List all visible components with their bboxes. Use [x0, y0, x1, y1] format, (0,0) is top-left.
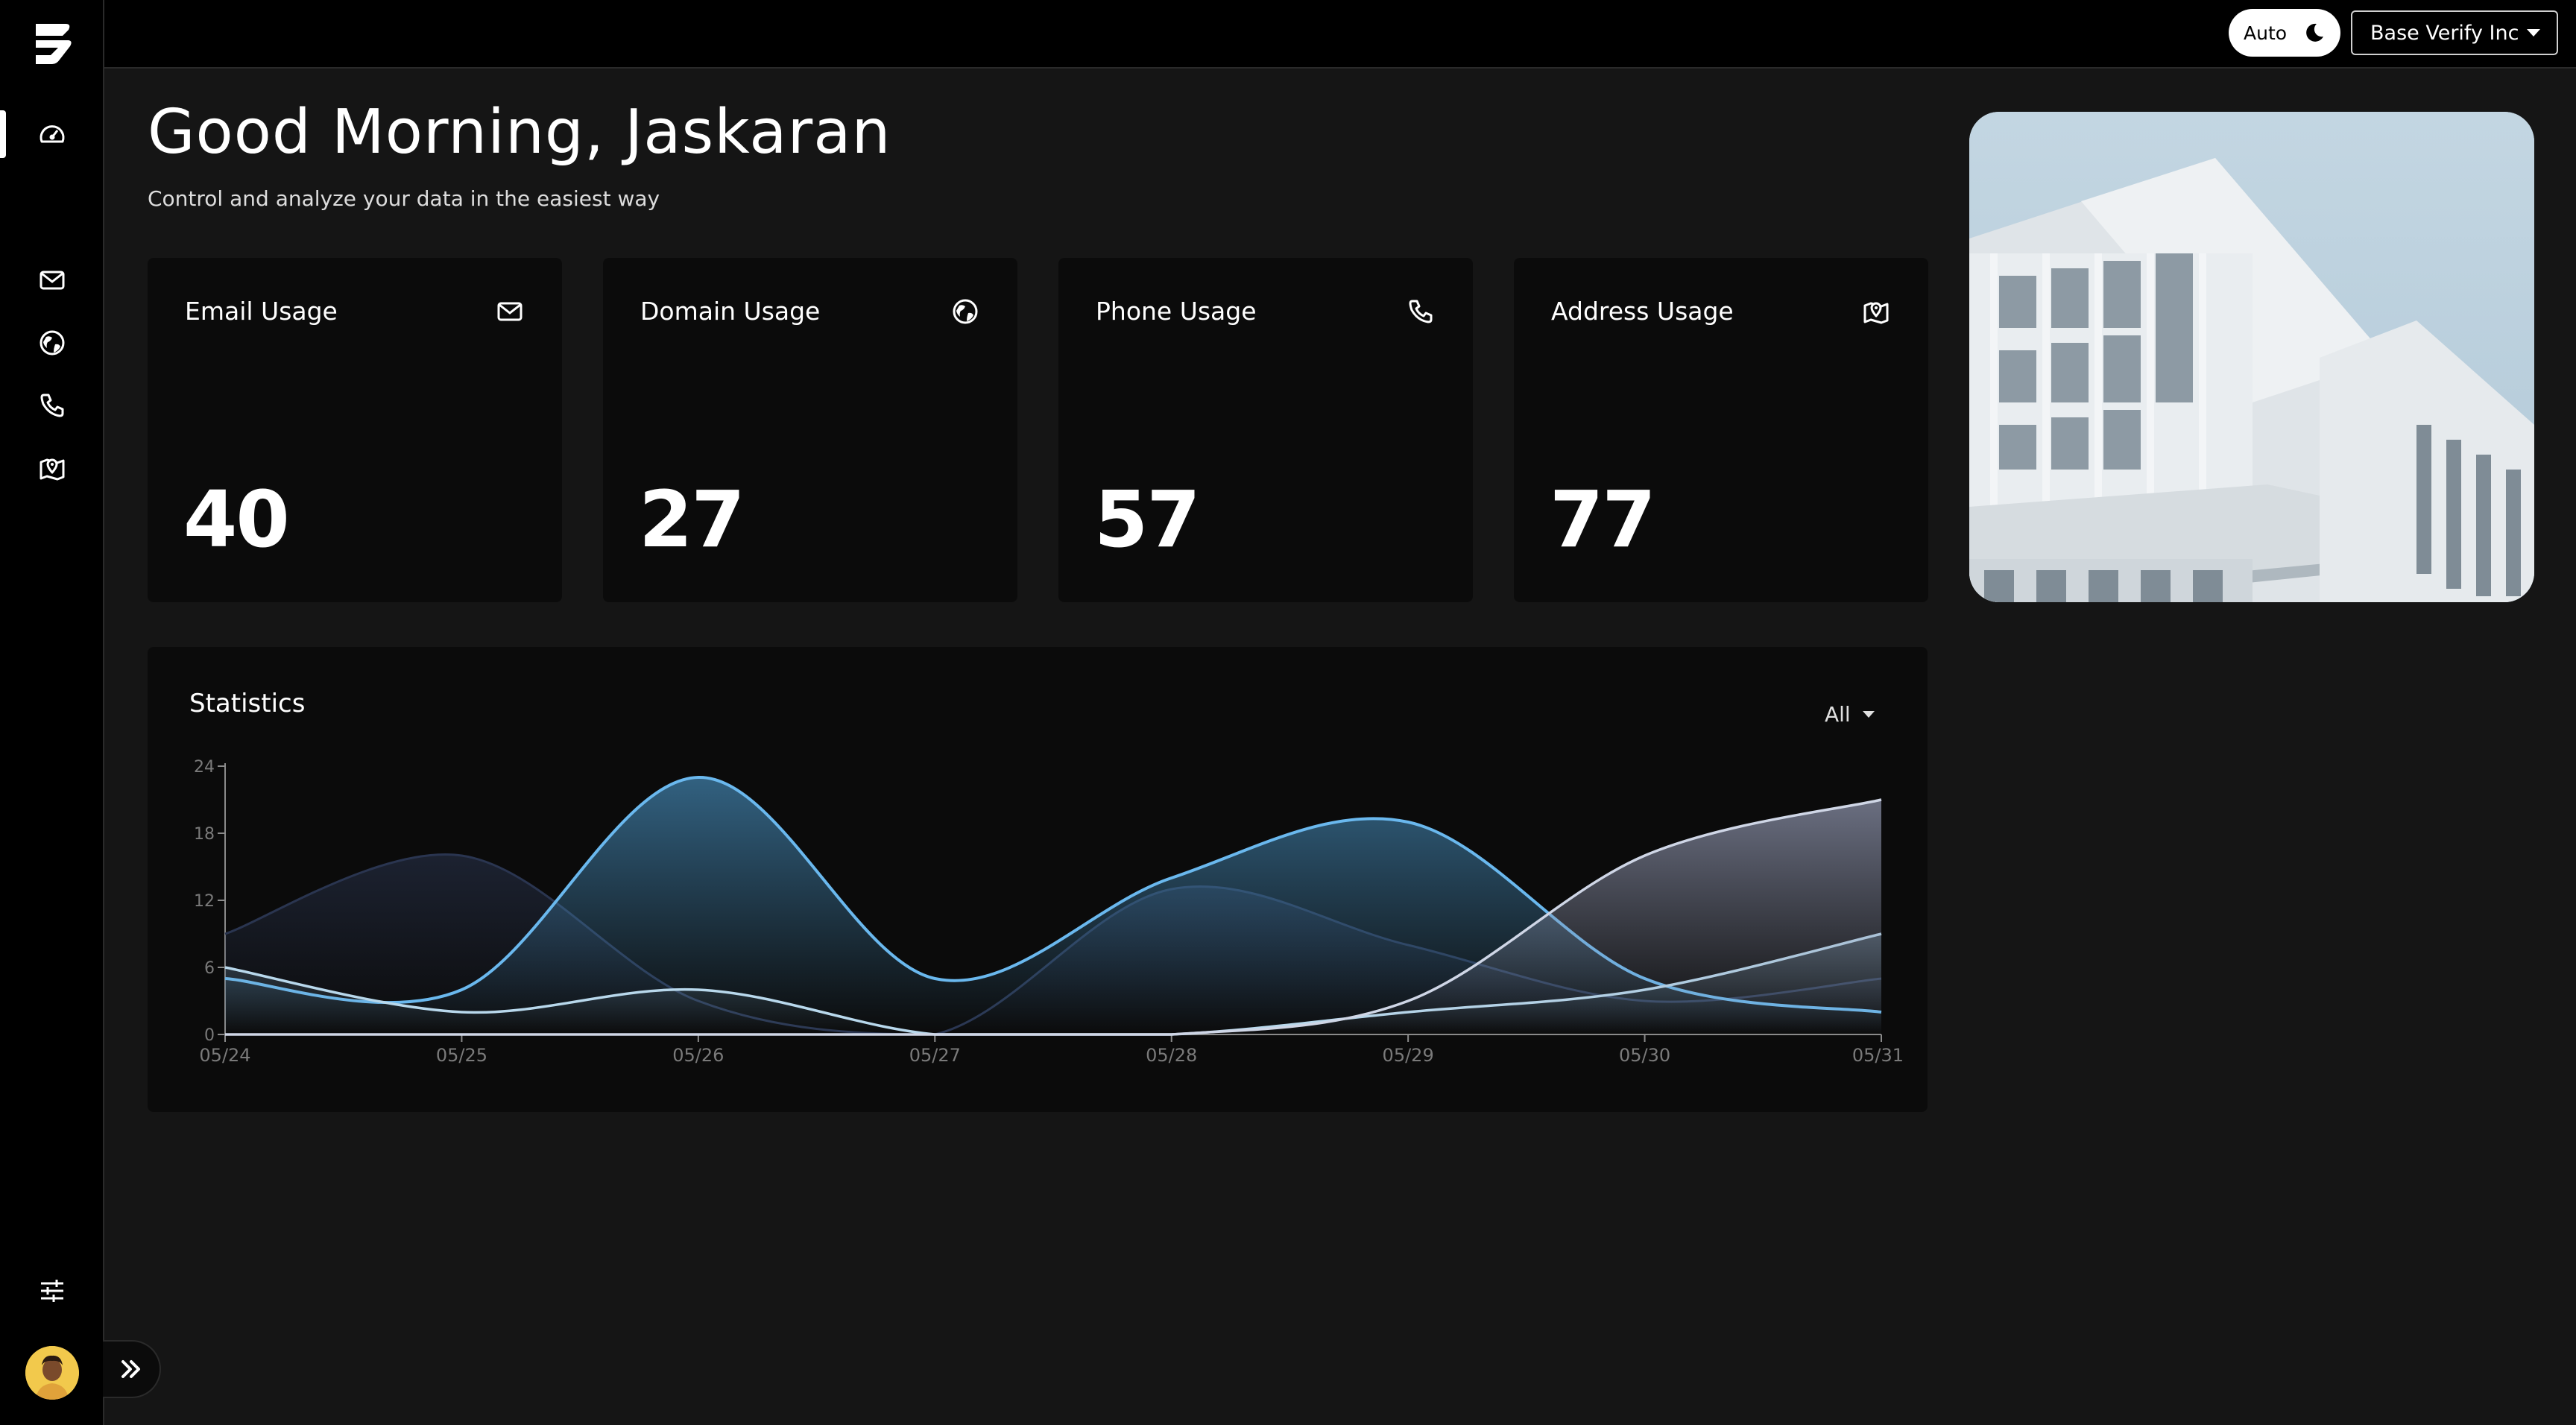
x-tick-label: 05/30 [1619, 1045, 1670, 1066]
card-value: 27 [639, 474, 745, 565]
x-tick-label: 05/29 [1383, 1045, 1434, 1066]
y-tick-label: 0 [204, 1026, 215, 1045]
x-tick-label: 05/27 [909, 1045, 961, 1066]
y-tick-label: 18 [194, 825, 215, 844]
email-usage-card[interactable]: Email Usage 40 [148, 258, 562, 602]
card-title: Address Usage [1551, 297, 1734, 326]
theme-toggle[interactable]: Auto [2229, 9, 2340, 57]
organization-name: Base Verify Inc [2370, 21, 2519, 45]
card-title: Domain Usage [640, 297, 821, 326]
address-usage-card[interactable]: Address Usage 77 [1514, 258, 1928, 602]
brand-logo-icon[interactable] [30, 21, 75, 67]
filter-value: All [1825, 702, 1851, 727]
y-tick-label: 12 [194, 892, 215, 911]
nav-domain[interactable] [0, 313, 104, 373]
card-value: 57 [1094, 474, 1201, 565]
hero-building-image [1969, 112, 2534, 602]
x-tick-label: 05/26 [672, 1045, 724, 1066]
nav-dashboard[interactable] [0, 104, 104, 164]
phone-usage-card[interactable]: Phone Usage 57 [1058, 258, 1473, 602]
nav-address[interactable] [0, 438, 104, 498]
sidebar-expand-button[interactable] [103, 1340, 161, 1398]
x-tick-label: 05/28 [1146, 1045, 1197, 1066]
chevron-down-icon [2527, 29, 2540, 37]
organization-select[interactable]: Base Verify Inc [2351, 10, 2558, 55]
map-pin-icon [1863, 302, 1889, 324]
y-tick-label: 6 [204, 959, 215, 978]
page-title: Good Morning, Jaskaran [148, 97, 891, 168]
chevron-down-icon [1862, 711, 1875, 718]
statistics-panel: Statistics All 0 6 12 18 24 05/24 05/25 05/26 05… [148, 647, 1928, 1112]
y-tick-label: 24 [194, 758, 215, 777]
globe-icon [953, 299, 978, 324]
sidebar [0, 0, 104, 1425]
x-tick-label: 05/25 [436, 1045, 487, 1066]
statistics-chart: 0 6 12 18 24 05/24 05/25 05/26 05/27 05/28 05/29 05… [194, 758, 1904, 1066]
map-pin-icon [40, 458, 65, 481]
series-4-area [225, 800, 1881, 1034]
card-title: Phone Usage [1096, 297, 1257, 326]
avatar[interactable] [25, 1346, 79, 1400]
nav-email[interactable] [0, 250, 104, 310]
x-tick-label: 05/24 [199, 1045, 250, 1066]
nav-phone[interactable] [0, 376, 104, 435]
card-value: 77 [1550, 474, 1656, 565]
dashboard-gauge-icon [40, 125, 65, 143]
card-title: Email Usage [185, 297, 338, 326]
nav-settings[interactable] [0, 1261, 104, 1321]
page-subtitle: Control and analyze your data in the eas… [148, 186, 660, 211]
globe-icon [40, 330, 65, 356]
x-tick-label: 05/31 [1852, 1045, 1904, 1066]
card-value: 40 [183, 474, 290, 565]
statistics-title: Statistics [189, 689, 306, 718]
domain-usage-card[interactable]: Domain Usage 27 [603, 258, 1017, 602]
statistics-filter-select[interactable]: All [1825, 702, 1875, 727]
user-avatar-illustration [25, 1346, 79, 1400]
top-bar [104, 0, 2576, 69]
phone-icon [1409, 300, 1433, 323]
chevrons-right-icon [121, 1360, 140, 1378]
theme-toggle-label: Auto [2244, 22, 2288, 44]
sliders-icon [41, 1280, 63, 1302]
moon-icon [2306, 23, 2324, 42]
series-4-line [225, 798, 1882, 1036]
phone-icon [40, 394, 64, 417]
mail-icon [497, 302, 523, 321]
mail-icon [40, 271, 65, 290]
